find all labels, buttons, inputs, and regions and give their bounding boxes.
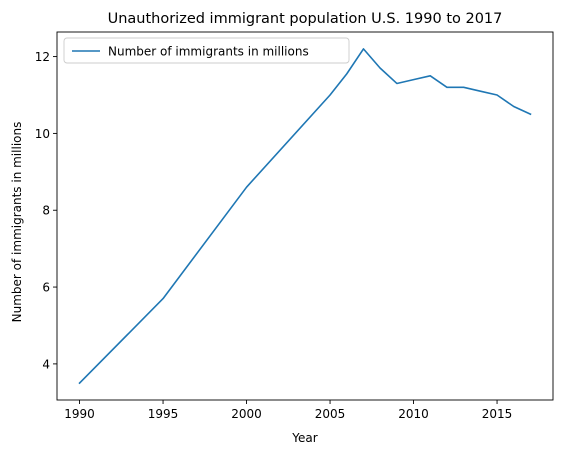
y-tick-label: 8 xyxy=(42,204,50,218)
x-tick-label: 2000 xyxy=(231,407,262,421)
x-tick-label: 2010 xyxy=(398,407,429,421)
x-tick-label: 1995 xyxy=(148,407,179,421)
plot-area xyxy=(56,31,554,401)
legend-label: Number of immigrants in millions xyxy=(108,45,309,59)
chart-title: Unauthorized immigrant population U.S. 1… xyxy=(108,11,503,27)
y-tick-label: 4 xyxy=(42,357,50,371)
x-axis-label: Year xyxy=(291,431,317,445)
y-tick-label: 6 xyxy=(42,281,50,295)
plot-frame xyxy=(56,31,554,401)
x-tick-label: 2005 xyxy=(315,407,346,421)
series-line-0 xyxy=(78,48,532,385)
y-axis-label: Number of immigrants in millions xyxy=(10,122,24,323)
legend-box xyxy=(63,37,350,64)
legend: Number of immigrants in millions xyxy=(63,37,350,64)
x-axis-ticks: 1990 1995 2000 2005 2010 2015 xyxy=(64,400,512,421)
x-tick-label: 1990 xyxy=(64,407,95,421)
y-tick-label: 12 xyxy=(35,50,50,64)
y-axis-ticks: 4 6 8 10 12 xyxy=(35,50,57,371)
y-tick-label: 10 xyxy=(35,127,50,141)
x-tick-label: 2015 xyxy=(482,407,513,421)
